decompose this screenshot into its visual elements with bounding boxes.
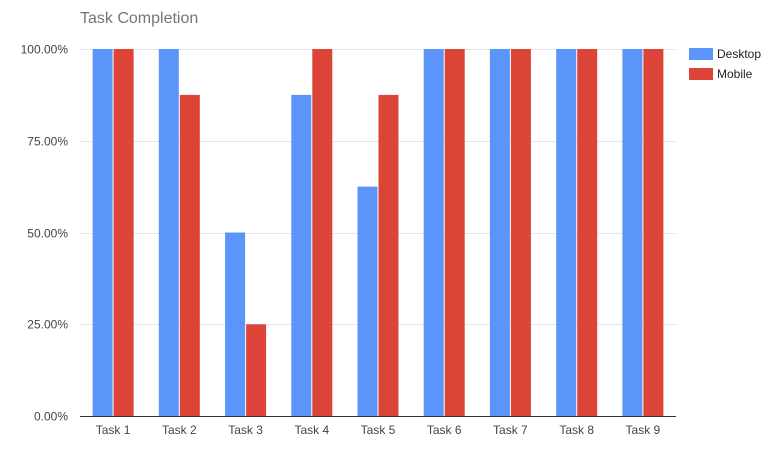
bar-desktop-task-7 xyxy=(489,49,510,416)
y-tick-label: 100.00% xyxy=(21,43,69,57)
legend-label-desktop: Desktop xyxy=(717,47,761,61)
legend-swatch-desktop xyxy=(689,48,713,60)
y-tick-label: 50.00% xyxy=(27,227,68,241)
gridlines xyxy=(80,49,676,325)
x-tick-label: Task 6 xyxy=(427,423,462,437)
bar-desktop-task-2 xyxy=(158,49,179,416)
bar-desktop-task-3 xyxy=(225,232,246,416)
bar-desktop-task-6 xyxy=(423,49,444,416)
bar-mobile-task-6 xyxy=(444,49,465,416)
bar-mobile-task-5 xyxy=(378,94,399,417)
y-tick-label: 0.00% xyxy=(34,410,68,424)
bar-desktop-task-1 xyxy=(92,49,113,416)
legend: Desktop Mobile xyxy=(689,47,761,81)
bar-desktop-task-5 xyxy=(357,186,378,416)
bars xyxy=(92,49,664,417)
bar-desktop-task-4 xyxy=(291,94,312,417)
bar-mobile-task-8 xyxy=(577,49,598,416)
bar-desktop-task-9 xyxy=(622,49,643,416)
bar-mobile-task-1 xyxy=(113,49,134,416)
bar-desktop-task-8 xyxy=(556,49,577,416)
bar-mobile-task-4 xyxy=(312,49,333,416)
chart-title: Task Completion xyxy=(80,10,198,27)
y-axis: 0.00% 25.00% 50.00% 75.00% 100.00% xyxy=(21,43,69,424)
legend-swatch-mobile xyxy=(689,68,713,80)
x-axis: Task 1 Task 2 Task 3 Task 4 Task 5 Task 6 Task… xyxy=(80,416,676,437)
x-tick-label: Task 8 xyxy=(559,423,594,437)
y-tick-label: 75.00% xyxy=(27,135,68,149)
x-tick-label: Task 7 xyxy=(493,423,528,437)
x-tick-label: Task 2 xyxy=(162,423,197,437)
bar-mobile-task-3 xyxy=(246,324,267,417)
legend-label-mobile: Mobile xyxy=(717,67,753,81)
x-tick-label: Task 4 xyxy=(294,423,329,437)
x-tick-label: Task 5 xyxy=(361,423,396,437)
bar-mobile-task-9 xyxy=(643,49,664,416)
y-tick-label: 25.00% xyxy=(27,318,68,332)
x-tick-label: Task 1 xyxy=(96,423,131,437)
bar-mobile-task-2 xyxy=(179,94,200,417)
bar-mobile-task-7 xyxy=(510,49,531,416)
x-tick-label: Task 9 xyxy=(626,423,661,437)
x-tick-label: Task 3 xyxy=(228,423,263,437)
